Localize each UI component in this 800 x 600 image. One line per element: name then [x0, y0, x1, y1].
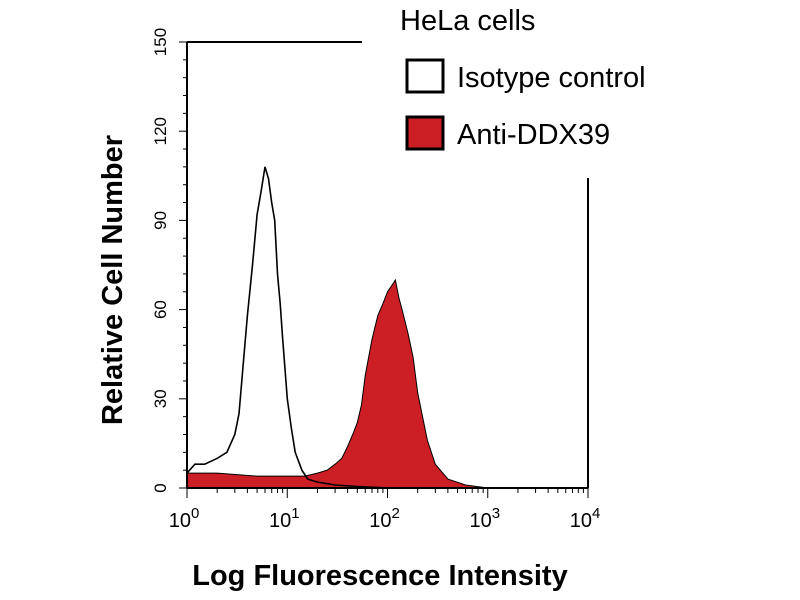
y-axis: 0 30 60 90 120 150	[151, 28, 188, 493]
y-axis-label: Relative Cell Number	[97, 135, 129, 425]
series-isotype-control	[186, 166, 588, 489]
x-axis: 100 101 102 103 104	[169, 487, 601, 532]
x-tick-label: 104	[570, 505, 601, 532]
chart-title: HeLa cells	[400, 5, 535, 37]
y-tick-label: 60	[151, 300, 170, 319]
legend-swatch-anti-ddx39	[405, 115, 445, 151]
legend-label-anti-ddx39: Anti-DDX39	[457, 119, 610, 151]
x-tick-label: 103	[469, 505, 500, 532]
x-tick-label: 102	[369, 505, 400, 532]
legend-label-isotype-control: Isotype control	[457, 62, 646, 94]
legend-swatch-isotype-control	[405, 58, 445, 94]
y-tick-label: 0	[151, 483, 170, 492]
series-anti-ddx39	[186, 278, 588, 489]
y-tick-label: 30	[151, 389, 170, 408]
legend: HeLa cells Isotype control Anti-DDX39	[400, 5, 646, 151]
plot-area	[186, 41, 589, 489]
y-tick-label: 90	[151, 211, 170, 230]
x-axis-label: Log Fluorescence Intensity	[192, 560, 567, 592]
y-tick-label: 150	[151, 28, 170, 56]
y-tick-label: 120	[151, 117, 170, 145]
x-tick-label: 100	[169, 505, 200, 532]
x-tick-label: 101	[269, 505, 300, 532]
